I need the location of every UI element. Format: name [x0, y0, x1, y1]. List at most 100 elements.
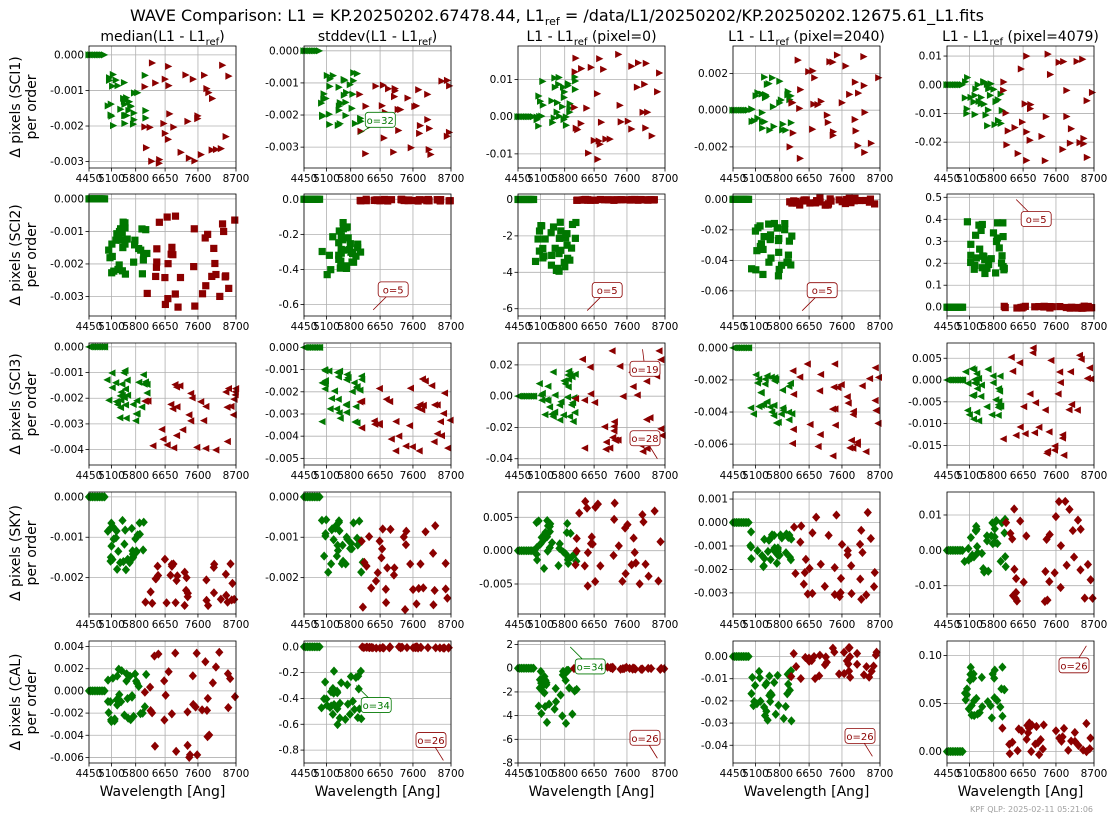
data-point	[555, 234, 563, 242]
data-point	[543, 516, 552, 526]
data-point	[749, 701, 758, 711]
data-point	[418, 406, 426, 414]
x-tick-label: 6650	[367, 173, 394, 185]
x-tick-label: 8700	[223, 321, 250, 333]
data-point	[209, 588, 219, 598]
data-point	[551, 697, 561, 707]
panel-frame	[732, 342, 881, 466]
x-tick-label: 4450	[76, 173, 103, 185]
data-point	[211, 259, 219, 268]
x-tick-label: 7600	[185, 619, 212, 631]
plot-area	[89, 46, 236, 168]
data-point	[1042, 112, 1050, 121]
data-point	[759, 118, 767, 126]
data-point	[532, 543, 541, 553]
data-point	[862, 196, 870, 205]
y-tick-label: -0.001	[265, 364, 299, 376]
data-point	[779, 406, 787, 414]
data-point	[747, 404, 755, 412]
data-point	[774, 418, 782, 426]
data-point	[231, 388, 239, 396]
x-tick-label: 7600	[614, 470, 641, 482]
data-point	[966, 532, 975, 543]
data-point	[846, 90, 854, 98]
annotation-text: o=5	[812, 286, 833, 297]
data-point	[1013, 745, 1022, 756]
data-point	[225, 284, 233, 292]
data-point	[796, 537, 805, 547]
data-point	[350, 704, 359, 715]
data-point	[869, 661, 878, 671]
x-tick-label: 6650	[152, 768, 179, 780]
data-point	[967, 710, 976, 720]
data-point	[549, 118, 557, 127]
data-point	[866, 195, 875, 203]
data-point	[172, 575, 181, 586]
data-point	[110, 122, 118, 130]
data-point	[380, 134, 388, 142]
y-tick-label: -0.005	[265, 453, 299, 465]
data-point	[989, 372, 997, 380]
data-point	[761, 73, 769, 81]
data-point	[600, 196, 609, 204]
data-point	[562, 234, 570, 242]
data-point	[1054, 497, 1064, 507]
data-point	[628, 663, 638, 673]
data-point	[333, 704, 342, 714]
data-point	[125, 671, 135, 681]
x-tick-label: 6650	[367, 321, 394, 333]
data-point	[352, 384, 361, 392]
data-point	[163, 441, 171, 449]
data-point	[1059, 145, 1067, 153]
data-point	[430, 585, 439, 596]
data-point	[969, 415, 978, 423]
data-point	[564, 375, 573, 384]
data-point	[317, 515, 327, 525]
data-point	[829, 58, 837, 66]
data-point	[171, 648, 180, 658]
data-point	[1056, 541, 1066, 551]
data-point	[561, 88, 569, 96]
data-point	[1069, 552, 1079, 562]
x-axis-label: Wavelength [Ang]	[744, 784, 870, 800]
data-point	[404, 197, 412, 205]
data-point	[183, 707, 192, 717]
data-point	[142, 226, 150, 234]
data-point	[1055, 368, 1064, 376]
data-point	[443, 593, 452, 603]
data-point	[759, 561, 768, 571]
data-point	[121, 119, 129, 128]
data-point	[1019, 577, 1028, 587]
x-tick-label: 5100	[313, 173, 340, 185]
data-point	[990, 673, 999, 683]
x-tick-label: 7600	[400, 321, 427, 333]
data-point	[571, 395, 580, 403]
figure-title: WAVE Comparison: L1 = KP.20250202.67478.…	[130, 6, 984, 28]
y-tick-label: 0.0	[282, 641, 299, 653]
data-point	[113, 564, 122, 574]
data-point	[766, 696, 775, 707]
data-point	[139, 256, 147, 264]
data-point	[130, 258, 138, 266]
data-point	[755, 673, 764, 683]
data-point	[1050, 568, 1059, 578]
data-point	[334, 516, 344, 526]
data-point	[320, 366, 329, 374]
data-point	[190, 225, 198, 233]
data-point	[748, 265, 756, 273]
x-tick-label: 6650	[152, 321, 179, 333]
data-point	[133, 397, 141, 405]
x-tick-label: 5800	[766, 619, 793, 631]
data-point	[347, 544, 356, 554]
data-point	[816, 198, 824, 206]
data-point	[614, 541, 623, 551]
data-point	[222, 272, 230, 280]
data-point	[867, 139, 876, 147]
data-point	[427, 150, 435, 159]
data-point	[596, 195, 605, 204]
data-point	[395, 432, 403, 440]
x-tick-label: 5100	[742, 321, 769, 333]
